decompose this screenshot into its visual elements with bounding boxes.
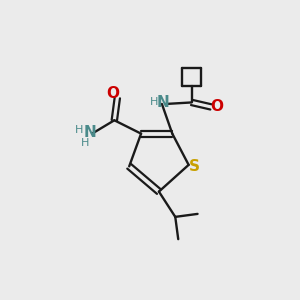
- Text: H: H: [81, 138, 90, 148]
- Text: O: O: [210, 99, 223, 114]
- Text: O: O: [106, 86, 119, 101]
- Text: S: S: [189, 159, 200, 174]
- Text: N: N: [157, 95, 170, 110]
- Text: H: H: [75, 125, 84, 135]
- Text: H: H: [149, 97, 158, 106]
- Text: N: N: [83, 125, 96, 140]
